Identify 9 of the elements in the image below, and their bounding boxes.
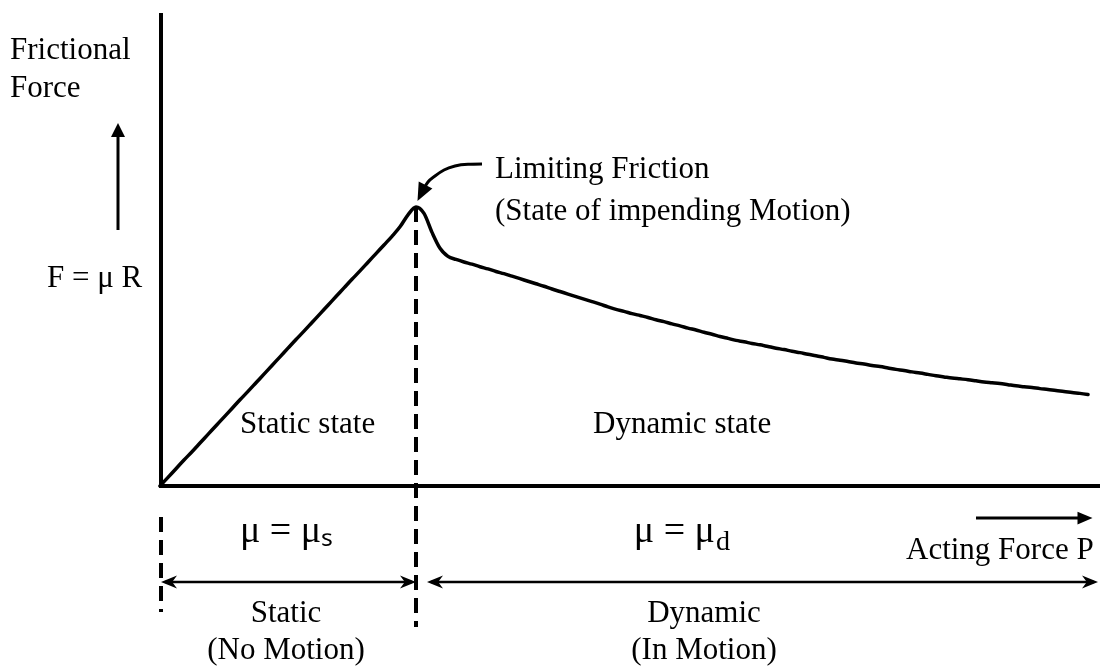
y-axis-title: Frictional Force (10, 31, 131, 104)
annotation: Dynamic state (593, 405, 772, 440)
text: F = μ R (47, 259, 143, 294)
text: Static (No Motion) (207, 594, 365, 666)
text: Dynamic (In Motion) (631, 594, 777, 666)
annotation: Limiting Friction (State of impending Motion) (495, 150, 851, 227)
x-axis-title: Acting Force P (906, 531, 1094, 566)
annotation: Static state (240, 405, 376, 440)
text: μ = μₛ (240, 508, 334, 550)
